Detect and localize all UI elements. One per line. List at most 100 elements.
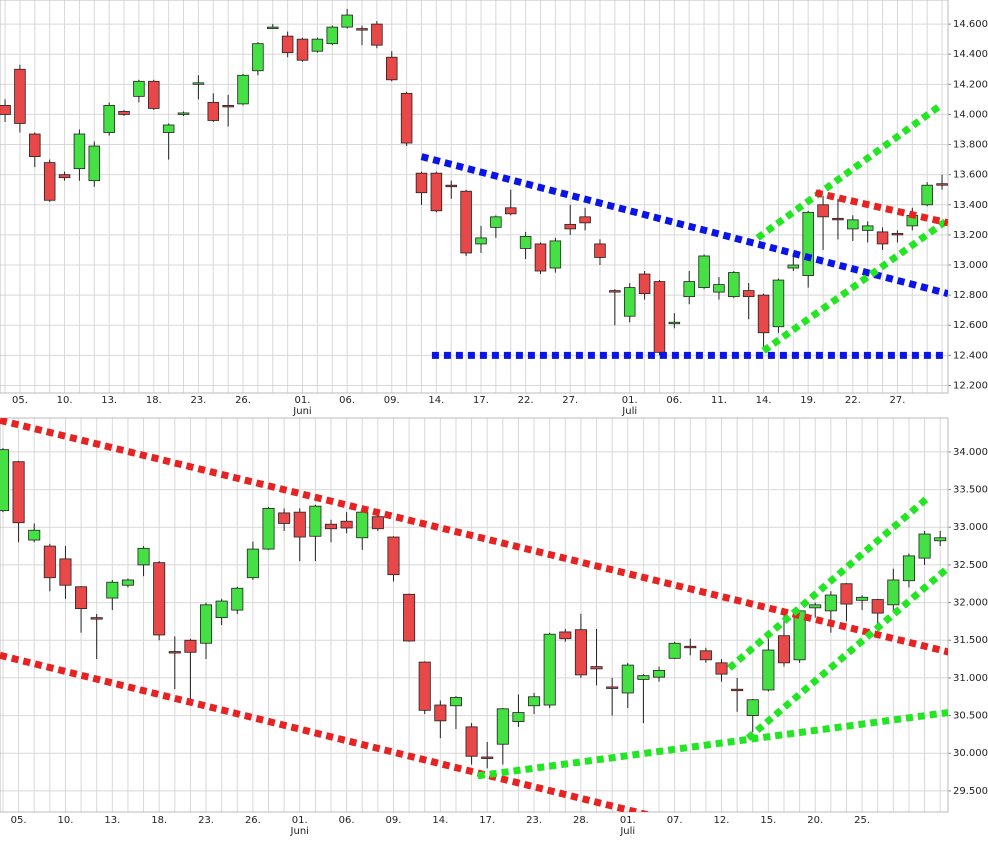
candle-body xyxy=(168,651,181,654)
y-tick-label: 30.500 xyxy=(953,711,988,722)
candle-body xyxy=(88,145,101,182)
x-tick-label: 23. xyxy=(198,815,214,826)
candle-body xyxy=(653,281,666,353)
x-tick-label: 20. xyxy=(807,815,823,826)
plot xyxy=(0,9,948,359)
x-tick-label: 01. Juni xyxy=(290,815,309,837)
candle-body xyxy=(574,629,587,676)
candle-body xyxy=(777,635,791,664)
candle-body xyxy=(921,184,933,206)
candle-body xyxy=(296,38,309,61)
candle-body xyxy=(802,211,814,276)
x-tick-label: 06. xyxy=(339,395,355,406)
candle-body xyxy=(231,587,244,611)
candle-body xyxy=(519,236,532,249)
candle-body xyxy=(559,631,572,640)
candle-body xyxy=(699,650,712,661)
candle-body xyxy=(340,520,353,529)
x-tick-label: 01. Juni xyxy=(292,395,311,417)
candle-body xyxy=(324,523,338,530)
y-tick-label: 14.600 xyxy=(953,19,988,30)
candle-body xyxy=(434,704,447,722)
candle-body xyxy=(475,237,487,245)
trend-line xyxy=(420,153,948,298)
candle-body xyxy=(876,231,889,245)
candle-body xyxy=(12,461,25,524)
candle-body xyxy=(309,505,322,537)
candle-body xyxy=(652,669,666,678)
candle-body xyxy=(549,240,562,269)
x-tick-label: 13. xyxy=(101,395,117,406)
candle-body xyxy=(713,284,725,293)
candle-body xyxy=(103,105,115,133)
candle-body xyxy=(59,558,72,586)
candle-body xyxy=(824,594,837,612)
x-tick-label: 19. xyxy=(800,395,816,406)
candle-body xyxy=(847,219,859,230)
candle-body xyxy=(668,321,681,325)
candle-body xyxy=(564,223,576,230)
x-tick-label: 28. xyxy=(573,815,589,826)
x-tick-label: 05. xyxy=(11,815,27,826)
candle-body xyxy=(28,529,41,541)
y-tick-label: 30.000 xyxy=(953,748,988,759)
candle-body xyxy=(177,112,190,115)
candle-body xyxy=(293,511,306,538)
x-tick-label: 27. xyxy=(889,395,905,406)
candle-body xyxy=(341,14,353,28)
candle-body xyxy=(621,664,634,694)
candle-body xyxy=(121,579,134,586)
candle-body xyxy=(184,639,197,653)
candle-body xyxy=(153,562,166,636)
candle-body xyxy=(787,264,800,269)
plot-frame xyxy=(0,417,949,813)
candle-body xyxy=(684,645,697,649)
candle-body xyxy=(840,583,853,605)
y-tick-label: 14.200 xyxy=(953,79,988,90)
candle-body xyxy=(387,536,400,576)
candle-body xyxy=(606,686,619,689)
candle-body xyxy=(445,184,457,188)
candle-body xyxy=(512,712,525,722)
candle-body xyxy=(698,255,710,288)
candle-body xyxy=(918,533,931,559)
x-tick-label: 22. xyxy=(518,395,534,406)
candle-body xyxy=(43,545,56,579)
candle-body xyxy=(757,294,770,334)
candle-body xyxy=(934,537,947,542)
candle-body xyxy=(762,649,775,691)
candle-body xyxy=(772,279,785,328)
candle-body xyxy=(742,290,755,298)
x-tick-label: 26. xyxy=(245,815,261,826)
y-tick-label: 13.400 xyxy=(953,200,988,211)
candle-body xyxy=(326,26,339,45)
candle-body xyxy=(311,38,324,52)
candle-body xyxy=(222,105,234,108)
x-tick-label: 22. xyxy=(845,395,861,406)
candle-body xyxy=(356,28,368,31)
x-tick-label: 18. xyxy=(146,395,162,406)
candle-body xyxy=(133,80,145,97)
candle-body xyxy=(809,604,822,609)
y-tick-label: 12.200 xyxy=(953,380,988,391)
trend-line xyxy=(814,189,948,227)
x-tick-label: 05. xyxy=(12,395,28,406)
candle-body xyxy=(902,555,915,582)
candle-body xyxy=(871,599,884,614)
x-tick-label: 26. xyxy=(235,395,251,406)
candle-body xyxy=(887,579,900,606)
candle-body xyxy=(832,217,844,221)
plot-frame xyxy=(0,0,949,394)
x-tick-label: 14. xyxy=(428,395,444,406)
candle-body xyxy=(252,43,264,72)
candle-body xyxy=(237,74,249,105)
x-tick-label: 25. xyxy=(854,815,870,826)
candle-body xyxy=(371,516,384,530)
candle-body xyxy=(0,449,9,512)
candle-body xyxy=(481,756,494,759)
y-tick-label: 13.200 xyxy=(953,230,988,241)
candle-body xyxy=(371,23,383,46)
candle-body xyxy=(936,183,948,186)
y-tick-label: 13.000 xyxy=(953,260,988,271)
candle-body xyxy=(267,26,279,30)
